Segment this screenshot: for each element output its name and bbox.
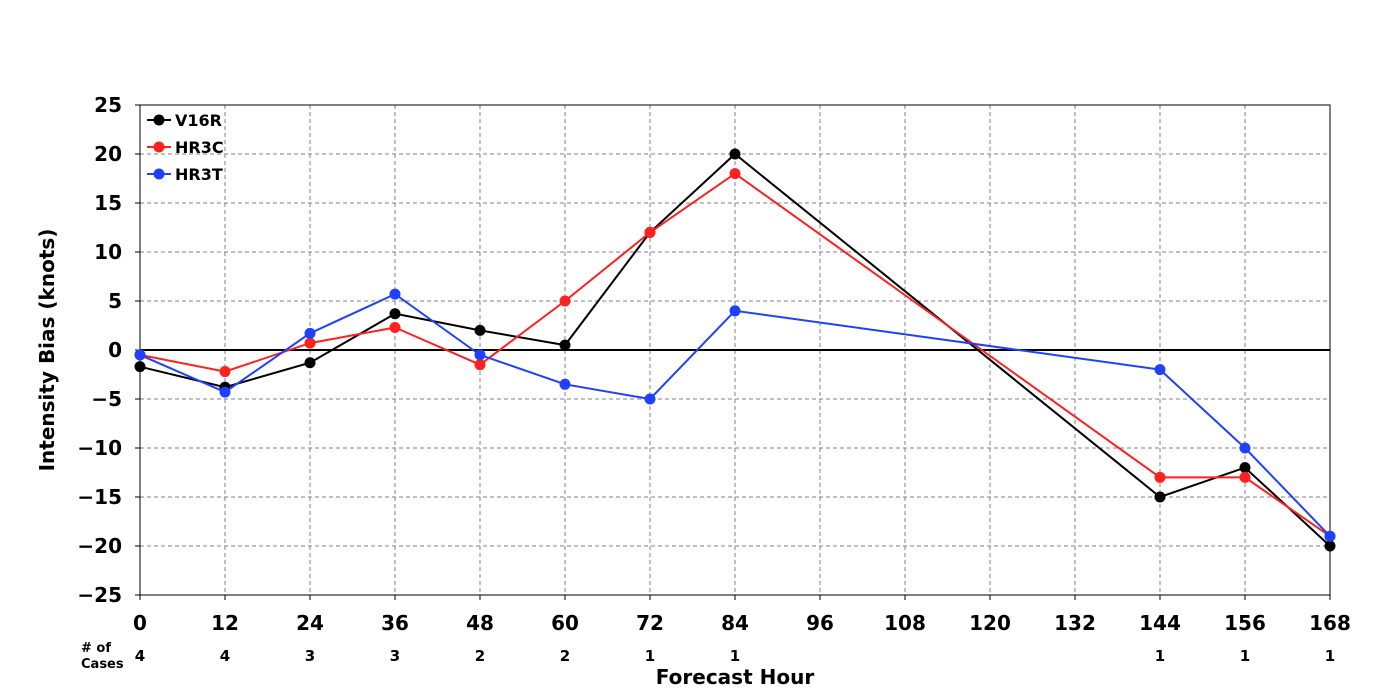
x-tick-label: 120 [969,611,1011,635]
data-point-hr3t [1324,530,1336,542]
data-point-hr3c [559,295,571,307]
data-point-hr3c [219,366,231,378]
data-point-hr3c [1239,471,1251,483]
case-count: 3 [305,647,315,665]
data-point-hr3t [474,349,486,361]
x-tick-label: 132 [1054,611,1096,635]
data-point-v16r [559,339,571,351]
series [134,148,1336,552]
y-tick-label: −25 [77,583,122,607]
case-count: 1 [645,647,655,665]
x-tick-label: 0 [133,611,147,635]
y-tick-label: 20 [94,142,122,166]
data-point-v16r [1154,491,1166,503]
x-tick-label: 48 [466,611,494,635]
y-tick-label: −15 [77,485,122,509]
data-point-hr3t [304,327,316,339]
grid [140,105,1330,595]
x-tick-label: 96 [806,611,834,635]
x-tick-label: 72 [636,611,664,635]
case-count: 3 [390,647,400,665]
legend-label-v16r: V16R [175,111,222,130]
x-tick-label: 84 [721,611,749,635]
x-tick-label: 36 [381,611,409,635]
x-tick-label: 144 [1139,611,1181,635]
data-point-hr3c [389,321,401,333]
data-point-hr3c [474,359,486,371]
y-axis-title: Intensity Bias (knots) [35,229,59,472]
case-count: 1 [1325,647,1335,665]
case-count: 1 [730,647,740,665]
legend-label-hr3t: HR3T [175,165,223,184]
case-count: 4 [135,647,145,665]
cases-header-line1: # of [81,641,111,656]
data-point-v16r [1239,462,1251,474]
y-tick-label: −10 [77,436,122,460]
case-count: 2 [560,647,570,665]
case-count: 1 [1155,647,1165,665]
x-axis-title: Forecast Hour [656,665,815,689]
data-point-v16r [474,324,486,336]
case-count: 4 [220,647,230,665]
cases-row: # of Cases 4 4 3 3 2 2 1 1 1 1 1 [81,641,1335,672]
cases-header-line2: Cases [81,657,124,672]
x-tick-label: 60 [551,611,579,635]
x-tick-label: 12 [211,611,239,635]
y-tick-label: 25 [94,93,122,117]
x-tick-label: 156 [1224,611,1266,635]
y-axis-ticks: 25 20 15 10 5 0 −5 −10 −15 −20 −25 [77,93,140,607]
data-point-v16r [1324,540,1336,552]
y-tick-label: −5 [91,387,122,411]
legend-marker-hr3t [153,168,165,180]
data-point-hr3t [134,349,146,361]
y-tick-label: 10 [94,240,122,264]
legend-marker-v16r [153,114,165,126]
data-point-hr3c [304,337,316,349]
data-point-v16r [729,148,741,160]
y-tick-label: −20 [77,534,122,558]
x-axis-ticks: 0 12 24 36 48 60 72 84 96 108 120 132 144 156 168 [133,595,1351,635]
y-tick-label: 5 [108,289,122,313]
y-tick-label: 0 [108,338,122,362]
data-point-hr3t [559,378,571,390]
data-point-hr3t [729,305,741,317]
legend: V16R HR3C HR3T [147,111,224,184]
legend-marker-hr3c [153,141,165,153]
x-tick-label: 24 [296,611,324,635]
data-point-hr3c [729,168,741,180]
case-count: 2 [475,647,485,665]
data-point-hr3t [389,288,401,300]
data-point-hr3t [1154,364,1166,376]
data-point-v16r [304,357,316,369]
legend-label-hr3c: HR3C [175,138,224,157]
data-point-hr3c [644,226,656,238]
y-tick-label: 15 [94,191,122,215]
case-count: 1 [1240,647,1250,665]
data-point-hr3t [644,393,656,405]
data-point-hr3t [1239,442,1251,454]
x-tick-label: 108 [884,611,926,635]
x-tick-label: 168 [1309,611,1351,635]
data-point-hr3c [1154,471,1166,483]
data-point-v16r [389,308,401,320]
data-point-v16r [134,361,146,373]
data-point-hr3t [219,386,231,398]
